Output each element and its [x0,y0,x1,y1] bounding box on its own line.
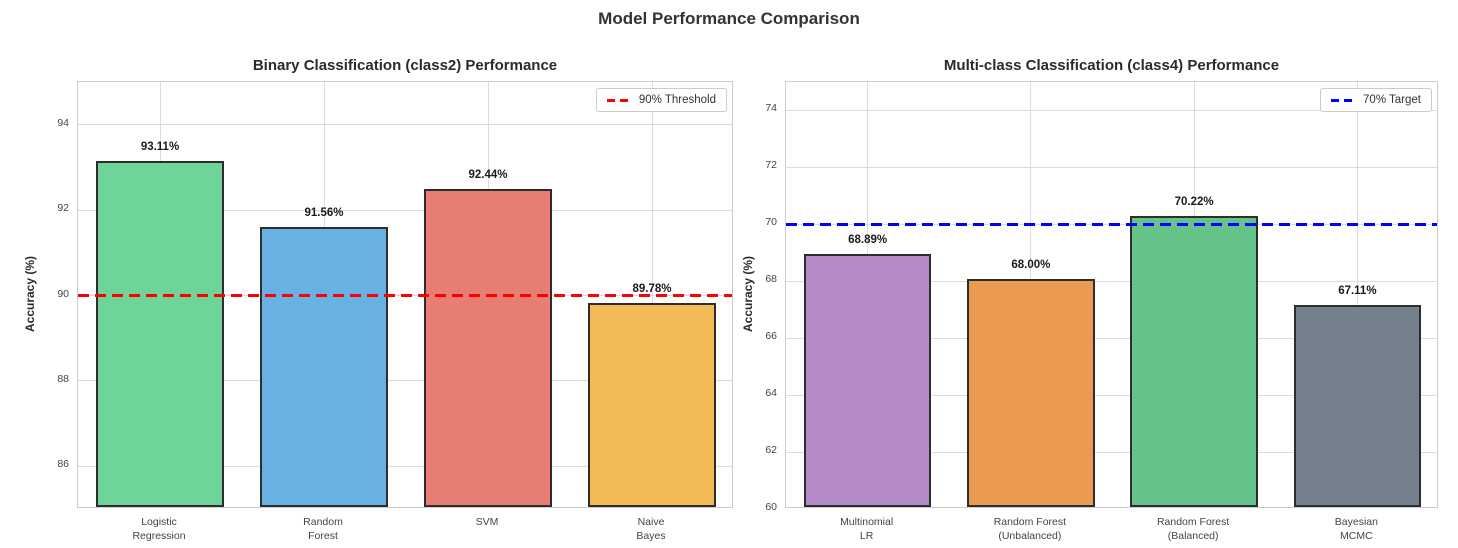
gridline-h [78,209,732,211]
bar-value-label: 70.22% [1174,196,1214,209]
bar [96,160,224,507]
gridline-h [786,166,1437,168]
y-tick-label: 90 [57,287,69,300]
y-tick-label: 88 [57,372,69,385]
y-tick-label: 92 [57,202,69,215]
bar [1130,216,1258,507]
gridline-h [786,394,1437,396]
bar-value-label: 68.89% [848,233,888,246]
y-tick-label: 86 [57,458,69,471]
bar [260,226,388,507]
binary-legend-label: 90% Threshold [638,94,716,106]
gridline-h [786,109,1437,111]
x-tick-label: Bayesian MCMC [1334,516,1378,543]
bar-value-label: 89.78% [632,282,672,295]
gridline-v [1356,82,1358,507]
bar [803,253,932,507]
y-tick-label: 68 [765,273,777,286]
bar-value-label: 93.11% [140,140,180,153]
multiclass-y-axis-label: Accuracy (%) [741,255,755,333]
bar [588,302,716,507]
x-tick-label: Random Forest (Balanced) [1156,516,1230,543]
main-title: Model Performance Comparison [598,9,860,28]
multiclass-chart-title: Multi-class Classification (class4) Perf… [943,57,1280,74]
gridline-h [78,124,732,126]
x-tick-label: Random Forest (Unbalanced) [993,516,1067,543]
x-tick-label: Naive Bayes [636,516,666,543]
target-line-icon [1331,98,1354,102]
gridline-h [786,337,1437,339]
gridline-h [78,465,732,467]
bar [967,279,1095,507]
binary-chart-title: Binary Classification (class2) Performan… [252,57,558,74]
bar [424,189,552,507]
bar-value-label: 67.11% [1338,284,1377,297]
bar-value-label: 91.56% [304,206,344,219]
multiclass-plot-area: 70% Target 68.89% 68.00% 70.22% 67.11% [785,81,1438,508]
threshold-line [78,294,732,297]
gridline-h [786,451,1437,453]
multiclass-legend: 70% Target [1320,88,1432,112]
y-tick-label: 70 [765,216,777,229]
threshold-line [786,222,1437,226]
y-tick-label: 62 [765,444,777,457]
y-tick-label: 64 [765,387,777,400]
x-tick-label: Logistic Regression [132,516,186,543]
y-tick-label: 60 [765,501,777,513]
binary-legend: 90% Threshold [595,88,727,112]
binary-plot-area: 90% Threshold 93.11% 91.56% 92.44% 89.78% [77,81,733,508]
x-tick-label: Random Forest [303,516,343,543]
y-tick-label: 66 [765,330,777,343]
threshold-line-icon [606,98,629,102]
x-tick-label: Multinomial LR [840,516,894,543]
multiclass-legend-label: 70% Target [1363,94,1421,106]
y-tick-label: 74 [765,102,777,115]
gridline-h [786,280,1437,282]
gridline-h [78,380,732,382]
bar-value-label: 68.00% [1011,259,1051,272]
y-tick-label: 72 [765,159,777,172]
bar-value-label: 92.44% [468,169,508,182]
y-tick-label: 94 [57,116,69,129]
x-tick-label: SVM [475,516,499,528]
bar [1293,304,1422,507]
